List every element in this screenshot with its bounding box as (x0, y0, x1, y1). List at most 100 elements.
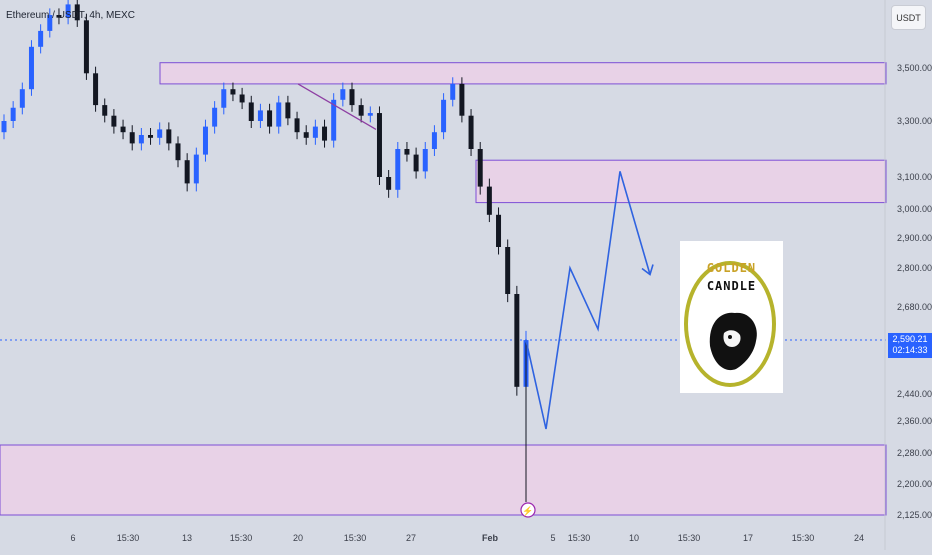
candle[interactable] (1, 121, 7, 133)
candle[interactable] (322, 126, 328, 141)
candle[interactable] (386, 177, 392, 190)
candle[interactable] (28, 46, 34, 90)
y-tick-label: 2,800.00 (897, 263, 932, 273)
candle[interactable] (331, 99, 337, 141)
supply-demand-zone[interactable] (0, 444, 887, 516)
candle[interactable] (83, 20, 89, 74)
candle[interactable] (10, 107, 16, 121)
candle[interactable] (450, 83, 456, 100)
candle[interactable] (267, 110, 273, 127)
chart-title: Ethereum / USDT, 4h, MEXC (6, 10, 135, 21)
y-tick-label: 2,900.00 (897, 233, 932, 243)
bar-countdown: 02:14:33 (892, 345, 928, 355)
candle[interactable] (248, 102, 254, 121)
x-tick-label: 15:30 (792, 533, 815, 543)
candle[interactable] (221, 89, 227, 108)
candle[interactable] (477, 149, 483, 187)
x-tick-label: 5 (550, 533, 555, 543)
candle[interactable] (120, 126, 126, 133)
candle[interactable] (395, 149, 401, 190)
candle[interactable] (422, 149, 428, 172)
candle[interactable] (441, 99, 447, 133)
candle[interactable] (431, 132, 437, 149)
x-tick-label: 13 (182, 533, 192, 543)
logo-ring (684, 261, 776, 387)
logo-text-bottom: CANDLE (706, 279, 757, 293)
x-tick-label: 6 (70, 533, 75, 543)
candle[interactable] (413, 154, 419, 172)
candle[interactable] (404, 149, 410, 155)
y-tick-label: 3,100.00 (897, 172, 932, 182)
candle[interactable] (184, 160, 190, 184)
candle[interactable] (138, 135, 144, 144)
candle[interactable] (212, 107, 218, 127)
candle[interactable] (349, 89, 355, 106)
candle[interactable] (230, 89, 236, 95)
supply-demand-zone[interactable] (475, 159, 887, 204)
candle[interactable] (376, 113, 382, 177)
candle[interactable] (175, 143, 181, 161)
candle[interactable] (129, 132, 135, 144)
y-tick-label: 3,300.00 (897, 116, 932, 126)
candle[interactable] (514, 294, 520, 387)
candle[interactable] (496, 214, 502, 247)
x-tick-label: 15:30 (117, 533, 140, 543)
x-tick-label: 27 (406, 533, 416, 543)
price-tag: 2,590.21 02:14:33 (888, 333, 932, 358)
candle[interactable] (202, 126, 208, 155)
x-tick-label: 15:30 (344, 533, 367, 543)
trendline[interactable] (297, 83, 377, 130)
candle[interactable] (166, 129, 172, 144)
currency-chip[interactable]: USDT (891, 5, 926, 30)
candle[interactable] (157, 129, 163, 138)
candle[interactable] (111, 115, 117, 127)
candle[interactable] (38, 30, 44, 47)
candle[interactable] (56, 15, 62, 18)
logo-text-top: GOLDEN (706, 261, 757, 275)
candle[interactable] (148, 135, 154, 138)
y-tick-label: 3,500.00 (897, 63, 932, 73)
x-tick-label: 15:30 (230, 533, 253, 543)
candle[interactable] (74, 4, 80, 21)
current-price-label: 2,590.21 (892, 334, 928, 344)
candle[interactable] (358, 105, 364, 116)
candle[interactable] (367, 113, 373, 116)
projection-arrowhead (641, 264, 654, 276)
candle[interactable] (285, 102, 291, 119)
candle[interactable] (65, 4, 71, 18)
candle[interactable] (102, 105, 108, 116)
event-marker[interactable] (520, 502, 536, 518)
y-tick-label: 2,360.00 (897, 416, 932, 426)
y-tick-label: 3,000.00 (897, 204, 932, 214)
supply-demand-zone[interactable] (159, 62, 887, 85)
candle[interactable] (276, 102, 282, 127)
y-tick-label: 2,680.00 (897, 302, 932, 312)
candle[interactable] (93, 73, 99, 106)
candle[interactable] (257, 110, 263, 121)
y-tick-label: 2,280.00 (897, 448, 932, 458)
x-tick-label: 10 (629, 533, 639, 543)
x-tick-label: 24 (854, 533, 864, 543)
candle[interactable] (19, 89, 25, 108)
candle[interactable] (459, 83, 465, 116)
y-tick-label: 2,200.00 (897, 479, 932, 489)
candle[interactable] (47, 15, 53, 31)
x-tick-label: 15:30 (568, 533, 591, 543)
y-tick-label: 2,125.00 (897, 510, 932, 520)
candle[interactable] (303, 132, 309, 138)
candle[interactable] (193, 154, 199, 184)
x-tick-label: 15:30 (678, 533, 701, 543)
x-tick-label: 20 (293, 533, 303, 543)
candle[interactable] (468, 115, 474, 149)
x-tick-label: 17 (743, 533, 753, 543)
candle[interactable] (505, 247, 511, 294)
candle[interactable] (239, 94, 245, 103)
candle[interactable] (486, 186, 492, 215)
lion-head-icon (709, 312, 757, 371)
projection-path[interactable] (525, 171, 651, 430)
candle[interactable] (340, 89, 346, 100)
candle[interactable] (294, 118, 300, 133)
candle[interactable] (312, 126, 318, 138)
